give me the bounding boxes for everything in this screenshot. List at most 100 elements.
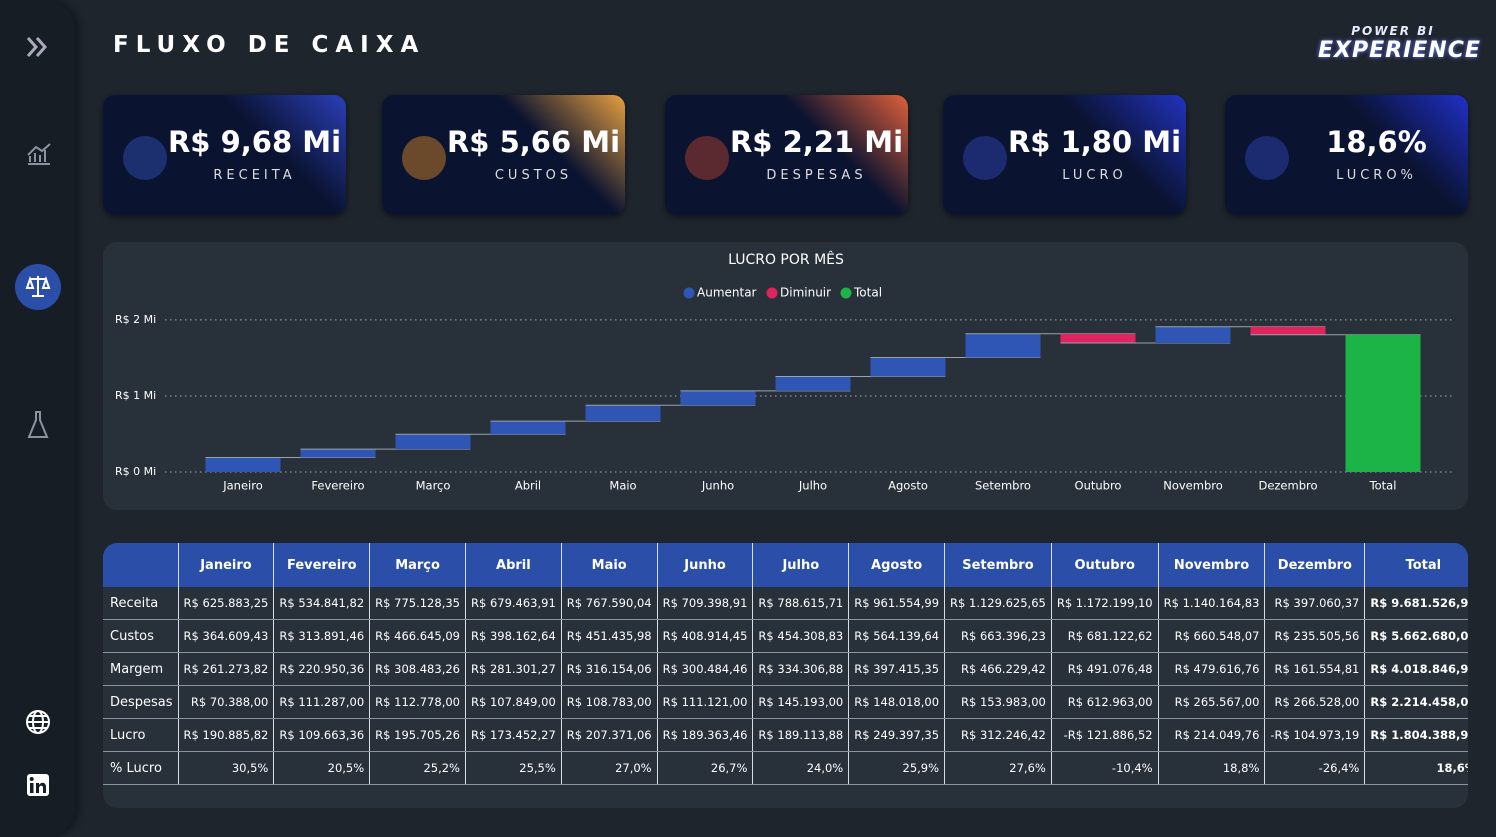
table-cell: R$ 195.705,26 bbox=[369, 718, 466, 752]
row-label: Receita bbox=[103, 587, 179, 620]
header-cell: Novembro bbox=[1157, 543, 1265, 587]
chart-panel: LUCRO POR MÊS Aumentar Diminuir Total R$ 0 … bbox=[103, 242, 1468, 510]
header-cell: Outubro bbox=[1050, 543, 1159, 587]
table-cell: 24,0% bbox=[752, 751, 849, 785]
kpi-label: DESPESAS bbox=[766, 168, 867, 183]
sidebar-icons bbox=[15, 37, 61, 796]
legend-label: Aumentar bbox=[697, 286, 757, 300]
table-cell: R$ 397.060,37 bbox=[1264, 587, 1365, 620]
table-row: % Lucro 30,5% 20,5% 25,2% 25,5% 27,0% 26,7% 24,… bbox=[103, 751, 1468, 785]
table-cell: R$ 1.129.625,65 bbox=[944, 587, 1052, 620]
table-cell: R$ 111.287,00 bbox=[273, 685, 370, 719]
table-cell: -10,4% bbox=[1050, 751, 1159, 785]
table-cell: 25,5% bbox=[464, 751, 562, 785]
table-cell: R$ 491.076,48 bbox=[1050, 652, 1159, 686]
table-cell: R$ 466.645,09 bbox=[369, 619, 466, 653]
kpi-value: R$ 5,66 Mi bbox=[446, 125, 621, 159]
x-tick-label: Junho bbox=[701, 479, 734, 493]
table-cell: R$ 398.162,64 bbox=[464, 619, 562, 653]
waterfall-bar bbox=[680, 390, 756, 406]
flask-icon[interactable] bbox=[27, 411, 49, 438]
table-cell: R$ 961.554,99 bbox=[848, 587, 945, 620]
x-tick-label: Agosto bbox=[888, 479, 928, 493]
row-label: Lucro bbox=[103, 718, 179, 752]
table-cell: R$ 148.018,00 bbox=[848, 685, 945, 719]
balance-icon bbox=[25, 275, 51, 297]
table-cell: R$ 767.590,04 bbox=[560, 587, 658, 620]
table-cell: R$ 1.140.164,83 bbox=[1157, 587, 1265, 620]
waterfall-bar bbox=[775, 376, 851, 391]
table-cell: R$ 316.154,06 bbox=[560, 652, 658, 686]
table-cell: R$ 108.783,00 bbox=[560, 685, 658, 719]
data-table: Janeiro Fevereiro Março Abril Maio Junho Julho… bbox=[103, 543, 1468, 785]
y-tick-label: R$ 1 Mi bbox=[115, 389, 156, 402]
chart-icon[interactable] bbox=[27, 143, 51, 165]
legend-marker bbox=[766, 287, 778, 299]
table-cell: -R$ 104.973,19 bbox=[1264, 718, 1365, 752]
table-cell: R$ 281.301,27 bbox=[464, 652, 562, 686]
header-cell: Dezembro bbox=[1264, 543, 1365, 587]
table-cell: R$ 300.484,46 bbox=[656, 652, 753, 686]
kpi-icon bbox=[685, 136, 729, 180]
x-tick-label: Julho bbox=[798, 479, 827, 493]
waterfall-bar bbox=[1345, 334, 1421, 472]
table-cell: 27,0% bbox=[560, 751, 658, 785]
waterfall-bar bbox=[395, 434, 471, 450]
kpi-value: R$ 1,80 Mi bbox=[1007, 125, 1182, 159]
table-cell: R$ 451.435,98 bbox=[560, 619, 658, 653]
waterfall-bar bbox=[585, 405, 661, 422]
globe-icon[interactable] bbox=[26, 710, 50, 734]
kpi-icon bbox=[963, 136, 1007, 180]
kpi-card: R$ 1,80 Mi LUCRO bbox=[943, 95, 1186, 215]
table-cell: R$ 1.804.388,93 bbox=[1364, 718, 1468, 752]
sidebar bbox=[0, 0, 75, 837]
table-cell: R$ 9.681.526,93 bbox=[1364, 587, 1468, 620]
table-cell: 18,6% bbox=[1364, 751, 1468, 785]
table-row: Margem R$ 261.273,82 R$ 220.950,36 R$ 308.4… bbox=[103, 652, 1468, 686]
waterfall-bar bbox=[1250, 326, 1326, 335]
table-cell: R$ 261.273,82 bbox=[177, 652, 274, 686]
x-tick-label: Setembro bbox=[975, 479, 1031, 493]
table-cell: R$ 534.841,82 bbox=[273, 587, 370, 620]
table-cell: R$ 788.615,71 bbox=[752, 587, 849, 620]
table-cell: 25,2% bbox=[369, 751, 466, 785]
header-cell: Agosto bbox=[848, 543, 945, 587]
header-cell: Setembro bbox=[944, 543, 1052, 587]
table-cell: R$ 161.554,81 bbox=[1264, 652, 1365, 686]
waterfall-bar bbox=[300, 449, 376, 458]
table-cell: -R$ 121.886,52 bbox=[1050, 718, 1159, 752]
page-title: FLUXO DE CAIXA bbox=[113, 32, 426, 58]
table-cell: R$ 313.891,46 bbox=[273, 619, 370, 653]
table-cell: R$ 265.567,00 bbox=[1157, 685, 1265, 719]
table-cell: R$ 308.483,26 bbox=[369, 652, 466, 686]
table-row: Receita R$ 625.883,25 R$ 534.841,82 R$ 775.… bbox=[103, 587, 1468, 620]
x-tick-label: Fevereiro bbox=[311, 479, 364, 493]
table-cell: R$ 334.306,88 bbox=[752, 652, 849, 686]
kpi-icon bbox=[402, 136, 446, 180]
table-cell: 30,5% bbox=[177, 751, 274, 785]
logo-top: POWER BI bbox=[1351, 24, 1435, 38]
kpi-icon bbox=[1245, 136, 1289, 180]
table-cell: R$ 153.983,00 bbox=[944, 685, 1052, 719]
table-cell: R$ 397.415,35 bbox=[848, 652, 945, 686]
header-cell: Janeiro bbox=[177, 543, 274, 587]
legend-marker bbox=[683, 287, 695, 299]
legend-label: Diminuir bbox=[780, 286, 831, 300]
expand-icon[interactable] bbox=[26, 37, 48, 57]
header-cell: Fevereiro bbox=[273, 543, 370, 587]
waterfall-bar bbox=[1060, 333, 1136, 344]
row-label: Despesas bbox=[103, 685, 179, 719]
waterfall-bar bbox=[870, 357, 946, 377]
linkedin-icon[interactable] bbox=[27, 774, 49, 796]
table-cell: 26,7% bbox=[656, 751, 753, 785]
x-tick-label: Março bbox=[416, 479, 451, 493]
table-cell: R$ 681.122,62 bbox=[1050, 619, 1159, 653]
table-cell: R$ 454.308,83 bbox=[752, 619, 849, 653]
table-row: Custos R$ 364.609,43 R$ 313.891,46 R$ 466.6… bbox=[103, 619, 1468, 653]
legend-marker bbox=[840, 287, 852, 299]
y-tick-label: R$ 0 Mi bbox=[115, 465, 156, 478]
table-cell: R$ 112.778,00 bbox=[369, 685, 466, 719]
table-cell: R$ 2.214.458,00 bbox=[1364, 685, 1468, 719]
table-cell: R$ 775.128,35 bbox=[369, 587, 466, 620]
header-cell: Maio bbox=[560, 543, 658, 587]
